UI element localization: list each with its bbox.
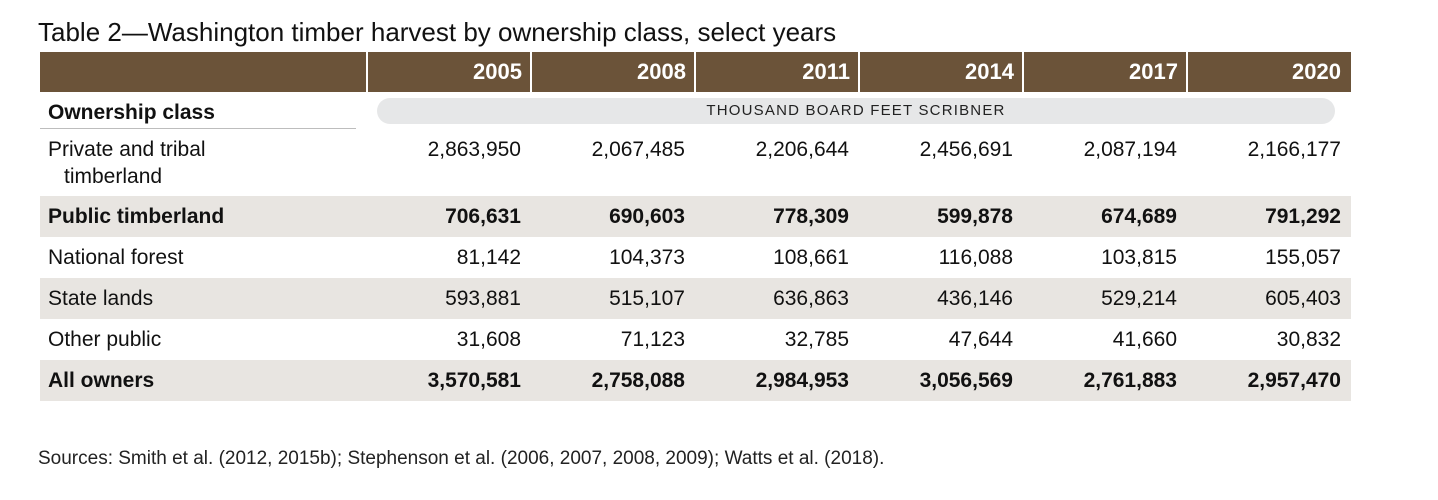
row-label-line2: timberland	[64, 165, 163, 188]
table-row: Public timberland 706,631 690,603 778,30…	[40, 196, 1351, 237]
row-label: Public timberland	[40, 196, 367, 237]
cell: 30,832	[1276, 328, 1341, 351]
cell: 529,214	[1023, 278, 1187, 319]
cell: 2,206,644	[755, 138, 849, 161]
cell: 636,863	[695, 278, 859, 319]
cell: 116,088	[938, 246, 1013, 269]
year-header-2008: 2008	[531, 52, 696, 92]
cell: 81,142	[456, 246, 521, 269]
year-header-2011: 2011	[695, 52, 860, 92]
harvest-table: 2005 2008 2011 2014 2017 2020 Ownership …	[40, 52, 1351, 401]
cell: 2,863,950	[427, 138, 521, 161]
year-header-2020: 2020	[1187, 52, 1351, 92]
cell: 2,456,691	[919, 138, 1013, 161]
year-header-2017: 2017	[1023, 52, 1188, 92]
cell: 706,631	[367, 196, 531, 237]
cell: 2,067,485	[591, 138, 685, 161]
row-label-line1: Private and tribal	[48, 138, 206, 161]
cell: 2,957,470	[1187, 360, 1351, 401]
row-label: Private and tribal timberland	[40, 130, 367, 196]
cell: 690,603	[531, 196, 695, 237]
row-label: Other public	[48, 328, 162, 351]
cell: 155,057	[1265, 246, 1341, 269]
cell: 2,761,883	[1023, 360, 1187, 401]
table-container: 2005 2008 2011 2014 2017 2020 Ownership …	[40, 52, 1351, 401]
cell: 436,146	[859, 278, 1023, 319]
row-label: State lands	[40, 278, 367, 319]
cell: 2,087,194	[1083, 138, 1177, 161]
cell: 31,608	[456, 328, 521, 351]
year-header-row: 2005 2008 2011 2014 2017 2020	[40, 52, 1351, 92]
unit-cell: THOUSAND BOARD FEET SCRIBNER	[367, 92, 1351, 130]
cell: 2,758,088	[531, 360, 695, 401]
row-label: National forest	[48, 246, 184, 269]
cell: 593,881	[367, 278, 531, 319]
table-row: Private and tribal timberland 2,863,950 …	[40, 130, 1351, 196]
table-title: Table 2—Washington timber harvest by own…	[38, 17, 837, 47]
header-blank-cell	[40, 52, 368, 92]
cell: 791,292	[1187, 196, 1351, 237]
ownership-class-heading: Ownership class	[40, 98, 356, 129]
unit-row: Ownership class THOUSAND BOARD FEET SCRI…	[40, 92, 1351, 130]
cell: 108,661	[773, 246, 849, 269]
cell: 2,166,177	[1247, 138, 1341, 161]
cell: 599,878	[859, 196, 1023, 237]
year-header-2005: 2005	[367, 52, 532, 92]
cell: 47,644	[948, 328, 1013, 351]
table-row: State lands 593,881 515,107 636,863 436,…	[40, 278, 1351, 319]
table-row: Other public 31,608 71,123 32,785 47,644…	[40, 319, 1351, 360]
ownership-header-cell: Ownership class	[40, 92, 367, 130]
cell: 103,815	[1101, 246, 1177, 269]
cell: 605,403	[1187, 278, 1351, 319]
sources-note: Sources: Smith et al. (2012, 2015b); Ste…	[38, 448, 885, 469]
table-row: All owners 3,570,581 2,758,088 2,984,953…	[40, 360, 1351, 401]
year-header-2014: 2014	[859, 52, 1024, 92]
cell: 41,660	[1112, 328, 1177, 351]
unit-label: THOUSAND BOARD FEET SCRIBNER	[377, 98, 1335, 124]
cell: 515,107	[531, 278, 695, 319]
cell: 778,309	[695, 196, 859, 237]
cell: 104,373	[609, 246, 685, 269]
cell: 2,984,953	[695, 360, 859, 401]
cell: 3,570,581	[367, 360, 531, 401]
cell: 674,689	[1023, 196, 1187, 237]
row-label: All owners	[40, 360, 367, 401]
table-row: National forest 81,142 104,373 108,661 1…	[40, 237, 1351, 278]
cell: 71,123	[620, 328, 685, 351]
cell: 32,785	[784, 328, 849, 351]
cell: 3,056,569	[859, 360, 1023, 401]
